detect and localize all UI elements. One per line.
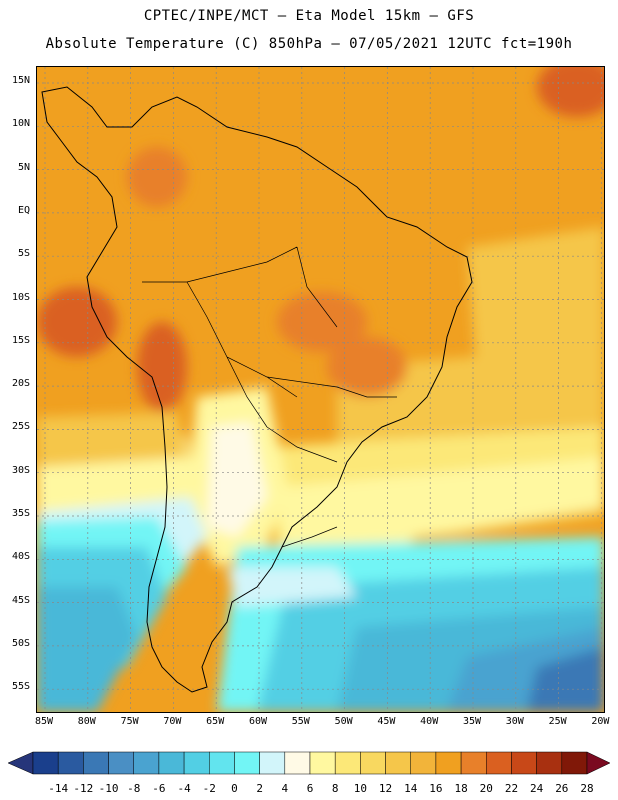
colorbar-label: -12 <box>73 782 94 795</box>
lon-label: 20W <box>591 716 610 727</box>
lon-label: 65W <box>206 716 225 727</box>
colorbar-label: 12 <box>378 782 393 795</box>
colorbar-swatch <box>158 751 185 775</box>
colorbar-swatch <box>108 751 134 775</box>
colorbar-label: 16 <box>429 782 443 795</box>
colorbar-swatch <box>259 751 286 775</box>
colorbar-swatch <box>183 751 210 775</box>
lon-label: 75W <box>120 716 139 727</box>
colorbar-label: 22 <box>504 782 519 795</box>
colorbar-swatch <box>360 751 386 775</box>
colorbar-label: -2 <box>202 782 216 795</box>
lat-label: 15S <box>11 334 30 346</box>
lon-label: 70W <box>163 716 182 727</box>
colorbar-label: 4 <box>281 782 289 795</box>
lon-label: 85W <box>34 716 54 727</box>
colorbar-swatch <box>511 751 537 775</box>
lat-label: 10N <box>11 118 30 130</box>
colorbar-low-arrow <box>7 751 34 775</box>
map-subtitle: Absolute Temperature (C) 850hPa – 07/05/… <box>45 36 573 52</box>
colorbar-swatch <box>83 751 109 775</box>
colorbar-label: 2 <box>256 782 263 795</box>
colorbar-swatch <box>133 751 160 775</box>
map-title: CPTEC/INPE/MCT – Eta Model 15km – GFS <box>143 8 475 24</box>
colorbar-label: 8 <box>331 782 339 795</box>
lon-label: 40W <box>420 716 439 727</box>
lat-label: 50S <box>11 637 30 649</box>
colorbar-label: 6 <box>306 782 314 795</box>
lon-label: 80W <box>77 716 96 727</box>
colorbar-swatch <box>57 751 84 775</box>
temperature-colorbar <box>7 751 611 775</box>
colorbar-swatch <box>460 751 487 775</box>
colorbar-label: 14 <box>404 782 418 795</box>
lat-label: EQ <box>17 204 30 216</box>
colorbar-swatch <box>32 751 59 775</box>
colorbar-label: -6 <box>152 782 166 795</box>
colorbar-swatch <box>410 751 437 775</box>
colorbar-swatch <box>561 751 588 775</box>
colorbar-swatch <box>284 751 311 775</box>
lat-label: 45S <box>11 594 30 606</box>
lat-label: 15N <box>11 75 30 86</box>
lat-label: 5N <box>17 161 30 173</box>
colorbar-label: 18 <box>454 782 468 795</box>
lat-label: 20S <box>11 378 30 390</box>
lat-label: 10S <box>11 291 30 303</box>
lat-label: 5S <box>17 248 30 260</box>
colorbar-label: 26 <box>555 782 569 795</box>
lon-label: 50W <box>334 716 353 727</box>
colorbar-label: -8 <box>127 782 141 795</box>
colorbar-swatch <box>309 751 336 775</box>
colorbar-label: -4 <box>177 782 191 795</box>
lon-label: 55W <box>291 716 310 727</box>
lon-label: 30W <box>505 716 524 727</box>
colorbar-label: 10 <box>353 782 367 795</box>
colorbar-swatch <box>536 751 563 775</box>
colorbar-swatch <box>234 751 260 775</box>
colorbar-swatch <box>385 751 411 775</box>
colorbar-label: 0 <box>231 782 238 795</box>
lon-label: 35W <box>462 716 482 727</box>
colorbar-label: -10 <box>98 782 119 795</box>
lat-label: 40S <box>11 551 30 563</box>
map-canvas <box>37 67 604 712</box>
lat-label: 25S <box>11 421 30 433</box>
colorbar-label: 28 <box>580 782 594 795</box>
colorbar-label: -14 <box>48 782 69 795</box>
lat-label: 30S <box>11 464 30 476</box>
lon-label: 25W <box>548 716 567 727</box>
colorbar-label: 20 <box>479 782 493 795</box>
colorbar-swatch <box>209 751 235 775</box>
lon-label: 60W <box>248 716 268 727</box>
colorbar-high-arrow <box>586 751 611 775</box>
lat-label: 35S <box>11 508 30 519</box>
lon-label: 45W <box>377 716 396 727</box>
colorbar-swatch <box>486 751 512 775</box>
colorbar-swatch <box>334 751 361 775</box>
lat-label: 55S <box>11 681 30 693</box>
colorbar-label: 24 <box>530 782 544 795</box>
temperature-map <box>36 66 605 713</box>
colorbar-swatch <box>435 751 462 775</box>
